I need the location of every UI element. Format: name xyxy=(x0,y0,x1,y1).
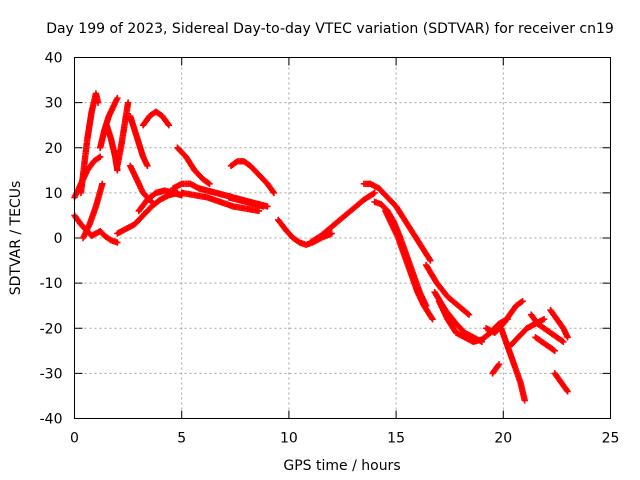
data-point xyxy=(328,230,335,237)
chart-title: Day 199 of 2023, Sidereal Day-to-day VTE… xyxy=(46,21,614,37)
x-tick-label: 20 xyxy=(494,431,512,447)
series-arc-12 xyxy=(135,187,185,215)
series-arc-7 xyxy=(114,99,132,169)
data-point xyxy=(521,397,528,404)
data-point xyxy=(255,207,263,215)
series-arc-9 xyxy=(114,189,181,237)
data-point xyxy=(206,180,213,188)
y-tick-label: -30 xyxy=(40,366,63,382)
x-tick-label: 10 xyxy=(280,431,298,447)
y-tick-labels: -40 -30 -20 -10 0 10 20 30 40 xyxy=(40,51,63,428)
data-point xyxy=(564,388,571,395)
data-point xyxy=(495,361,503,368)
series-arc-27 xyxy=(497,325,528,404)
data-point xyxy=(494,362,502,369)
data-point xyxy=(94,99,102,106)
series-arc-8 xyxy=(127,112,151,169)
series-arc-4 xyxy=(79,180,106,242)
y-tick-label: 10 xyxy=(45,186,63,202)
series-arc-22 xyxy=(382,207,436,323)
series-arc-30 xyxy=(527,311,567,345)
data-point xyxy=(551,347,558,355)
data-point xyxy=(269,188,277,195)
data-point xyxy=(99,180,106,188)
data-point xyxy=(114,239,121,246)
data-point xyxy=(259,203,267,210)
series-arc-13 xyxy=(174,144,213,188)
y-tick-label: -10 xyxy=(40,276,63,292)
data-point xyxy=(205,179,212,187)
y-tick-label: 40 xyxy=(45,51,63,67)
series-arc-23 xyxy=(422,261,473,318)
data-point xyxy=(564,334,571,341)
data-point xyxy=(97,153,104,160)
series-arc-33 xyxy=(551,370,571,395)
plot-frame xyxy=(74,57,611,419)
data-point xyxy=(124,99,132,106)
series-arc-16 xyxy=(227,158,278,197)
data-point xyxy=(270,189,278,197)
data-point xyxy=(550,346,557,354)
series-arc-1 xyxy=(71,212,121,246)
series-arc-26 xyxy=(482,297,526,336)
data-point xyxy=(519,297,526,305)
y-tick-label: -20 xyxy=(40,321,63,337)
data-point xyxy=(465,311,473,318)
data-point xyxy=(144,162,151,169)
y-tick-label: -40 xyxy=(40,412,63,428)
series-arc-31 xyxy=(532,334,558,355)
y-tick-label: 30 xyxy=(45,96,63,112)
series-arc-11 xyxy=(139,108,173,129)
data-point xyxy=(563,386,570,394)
data-point xyxy=(114,94,121,102)
x-tick-label: 0 xyxy=(70,431,79,447)
series-arc-3 xyxy=(71,153,104,201)
data-point xyxy=(95,154,103,161)
x-tick-labels: 0 5 10 15 20 25 xyxy=(70,431,619,447)
data-point xyxy=(427,257,434,264)
data-point xyxy=(165,121,173,129)
x-tick-label: 15 xyxy=(387,431,405,447)
series-arc-20 xyxy=(360,180,434,264)
data-point xyxy=(429,316,436,323)
data-point xyxy=(540,316,548,323)
data-marks xyxy=(71,90,571,404)
data-point xyxy=(371,189,378,197)
data-point xyxy=(464,310,472,317)
series-arc-32 xyxy=(547,307,571,341)
y-axis-label: SDTVAR / TECUs xyxy=(8,181,24,296)
y-tick-label: 20 xyxy=(45,141,63,157)
grid xyxy=(74,57,611,419)
series-arc-15 xyxy=(178,189,263,215)
y-tick-label: 0 xyxy=(54,231,63,247)
data-point xyxy=(518,298,525,306)
x-tick-label: 25 xyxy=(602,431,620,447)
data-point xyxy=(164,120,172,128)
series-arc-17 xyxy=(225,194,267,210)
data-point xyxy=(558,337,566,345)
series-arc-19 xyxy=(307,189,378,246)
x-tick-label: 5 xyxy=(177,431,186,447)
data-point xyxy=(560,338,567,345)
series-arc-28 xyxy=(489,361,503,377)
x-axis-label: GPS time / hours xyxy=(283,458,400,474)
